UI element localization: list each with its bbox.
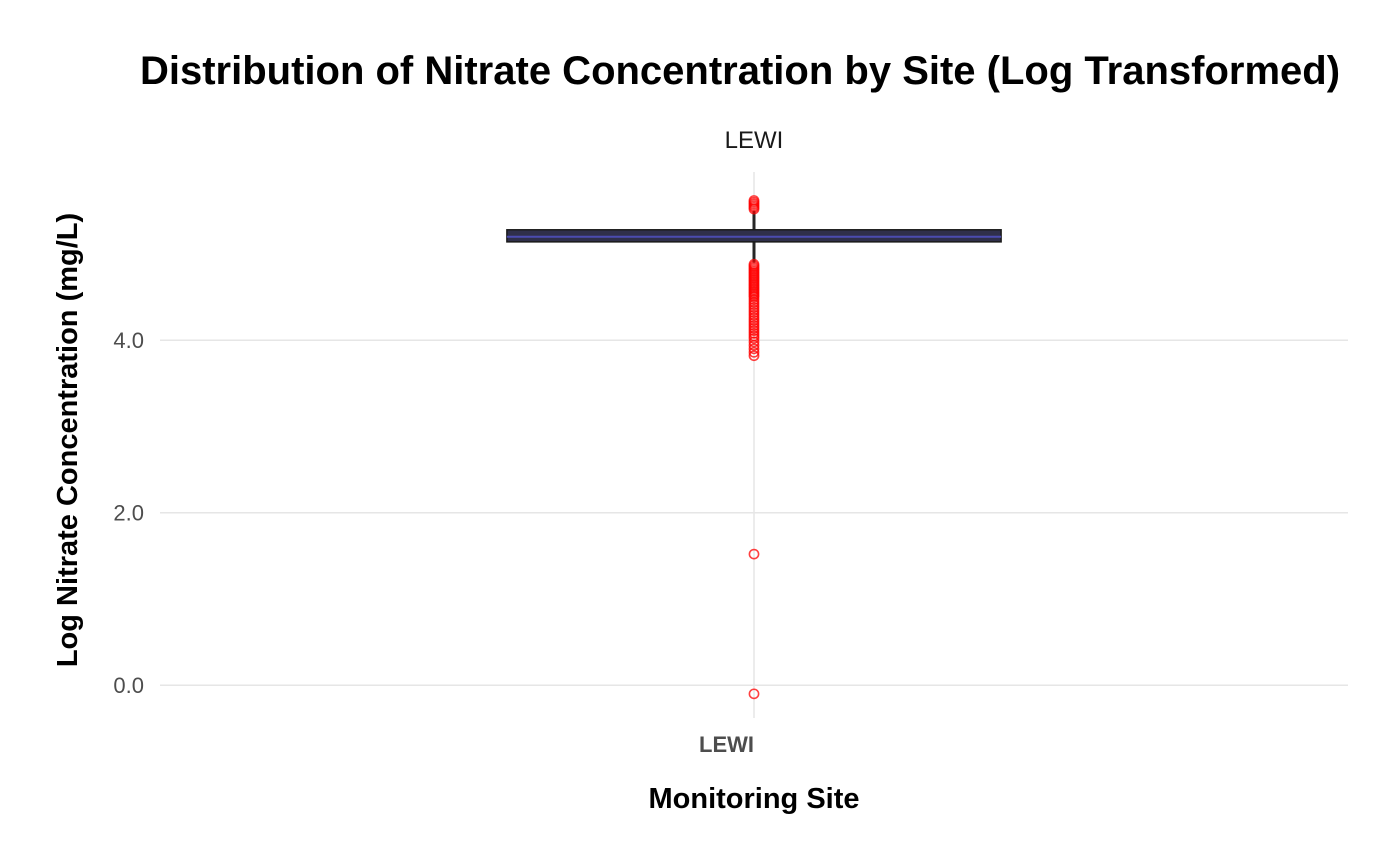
x-axis-title: Monitoring Site: [648, 783, 859, 815]
outlier-point: [748, 548, 760, 560]
x-axis-tick-labels: LEWI: [699, 732, 754, 757]
outlier-point: [748, 333, 760, 344]
facet-strip-label: LEWI: [725, 127, 784, 154]
boxplot-boxes: [506, 210, 1002, 263]
boxplot-outliers: [748, 195, 760, 700]
y-axis-title: Log Nitrate Concentration (mg/L): [52, 213, 84, 667]
y-tick-label: 0.0: [113, 673, 144, 698]
outlier-point: [748, 688, 760, 700]
y-axis-tick-labels: 0.0 2.0 4.0: [113, 328, 144, 698]
outlier-point: [748, 203, 760, 215]
outlier-point: [748, 350, 760, 362]
outlier-point: [748, 339, 760, 351]
y-tick-label: 4.0: [113, 328, 144, 353]
outlier-point: [748, 346, 760, 358]
y-tick-label: 2.0: [113, 501, 144, 526]
chart-title: Distribution of Nitrate Concentration by…: [140, 49, 1340, 93]
x-tick-label: LEWI: [699, 732, 754, 757]
outlier-point: [748, 336, 760, 348]
outlier-point: [748, 343, 760, 355]
